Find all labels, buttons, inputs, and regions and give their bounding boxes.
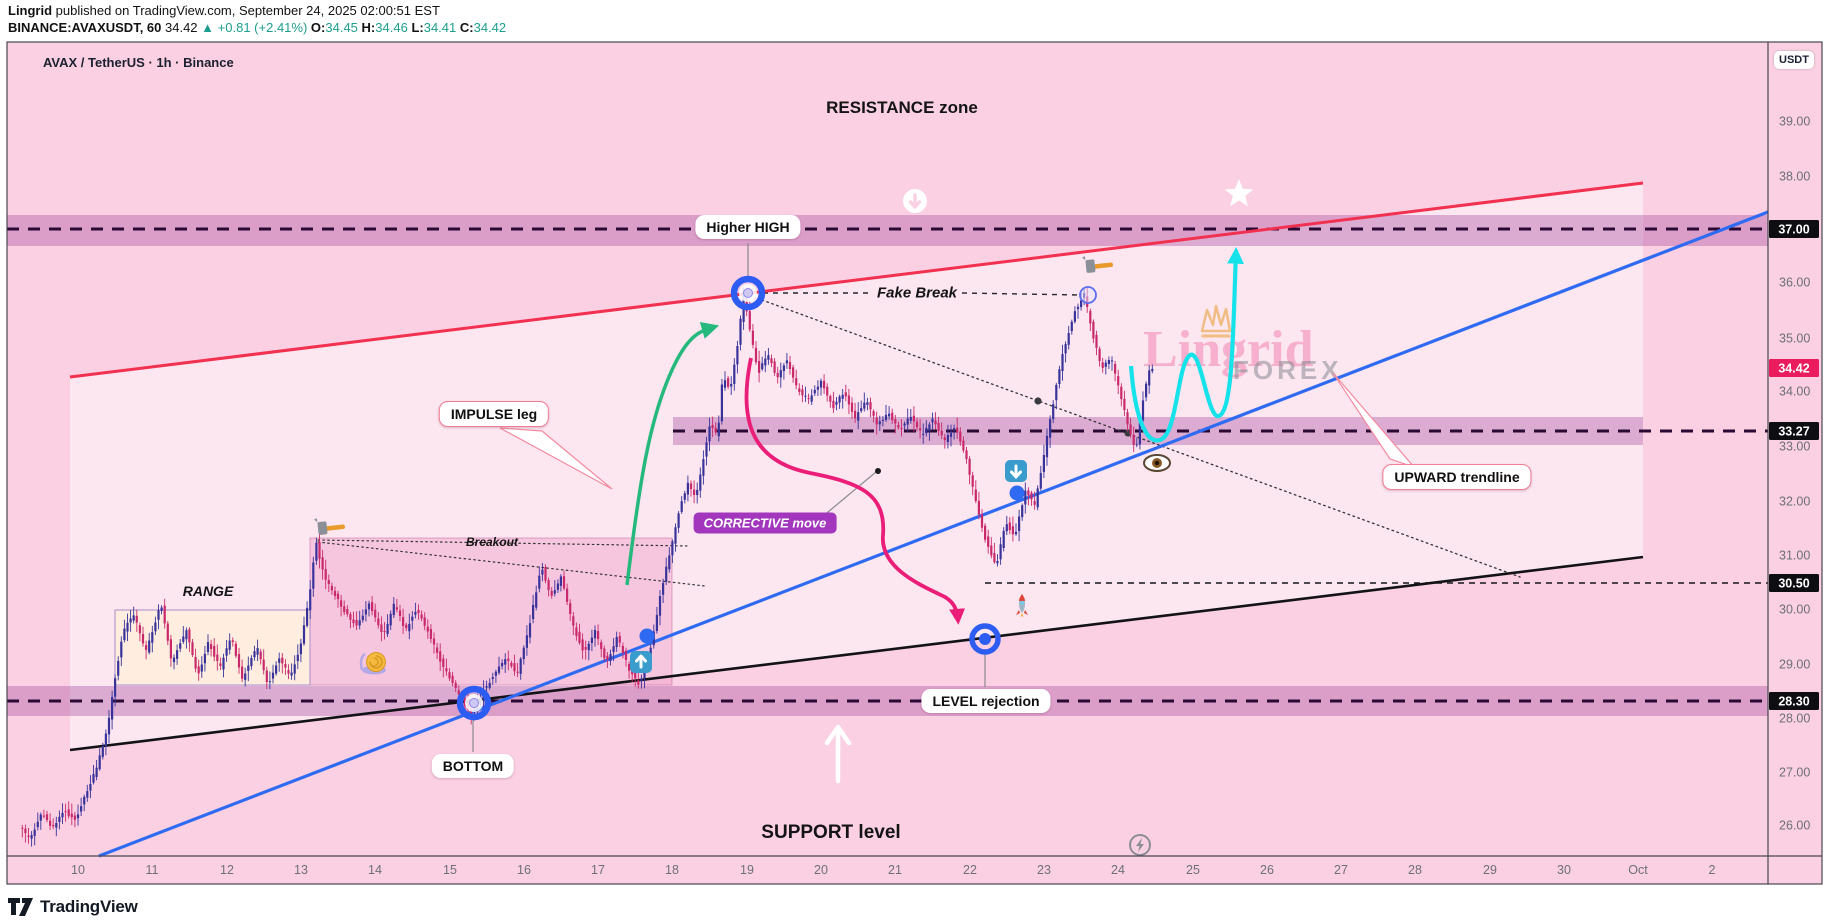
eye-icon — [1143, 454, 1171, 472]
zap-icon — [1129, 834, 1151, 856]
svg-text:36.00: 36.00 — [1779, 276, 1810, 290]
tradingview-logo-text: TradingView — [40, 897, 138, 916]
high-value: 34.46 — [375, 20, 408, 35]
badge-up-icon — [630, 651, 652, 673]
svg-text:13: 13 — [294, 863, 308, 877]
corrective-move-label: CORRECTIVE move — [693, 512, 837, 534]
symbol-status-line: BINANCE:AVAXUSDT, 60 34.42 ▲ +0.81 (+2.4… — [8, 20, 506, 35]
star-icon — [1224, 179, 1254, 207]
higher-high-label: Higher HIGH — [695, 215, 801, 239]
impulse-leg-label: IMPULSE leg — [438, 401, 550, 427]
svg-text:16: 16 — [517, 863, 531, 877]
svg-text:35.00: 35.00 — [1779, 332, 1810, 346]
time-scale[interactable] — [7, 856, 1768, 884]
open-label: O: — [310, 20, 326, 35]
up-arrow-icon: ▲ — [201, 20, 215, 35]
resistance-zone-text: RESISTANCE zone — [826, 98, 978, 117]
svg-text:12: 12 — [220, 863, 234, 877]
svg-text:30: 30 — [1557, 863, 1571, 877]
currency-toggle-chip[interactable]: USDT — [1774, 51, 1814, 69]
range-text: RANGE — [182, 583, 234, 599]
svg-text:28: 28 — [1408, 863, 1422, 877]
svg-text:10: 10 — [71, 863, 85, 877]
hammer-icon — [314, 518, 345, 535]
svg-text:34.00: 34.00 — [1779, 385, 1810, 399]
svg-text:18: 18 — [665, 863, 679, 877]
svg-text:28.30: 28.30 — [1778, 695, 1809, 709]
tradingview-logo[interactable]: TradingView — [8, 897, 138, 917]
byline-text: published on TradingView.com, September … — [52, 3, 440, 18]
svg-text:14: 14 — [368, 863, 382, 877]
author-name: Lingrid — [8, 3, 53, 18]
svg-text:Oct: Oct — [1628, 863, 1648, 877]
low-value: 34.41 — [423, 20, 457, 35]
svg-text:32.00: 32.00 — [1779, 495, 1810, 509]
svg-text:29: 29 — [1483, 863, 1497, 877]
svg-text:38.00: 38.00 — [1779, 170, 1810, 184]
svg-text:30.00: 30.00 — [1779, 603, 1810, 617]
badge-down-icon — [1005, 460, 1027, 482]
high-label: H: — [361, 20, 376, 35]
svg-text:39.00: 39.00 — [1779, 115, 1810, 129]
snail-icon — [359, 652, 386, 675]
svg-text:27: 27 — [1334, 863, 1348, 877]
svg-text:21: 21 — [888, 863, 902, 877]
chart-legend-title: AVAX / TetherUS · 1h · Binance — [43, 55, 234, 70]
svg-text:30.50: 30.50 — [1778, 577, 1809, 591]
svg-text:34.42: 34.42 — [1778, 362, 1809, 376]
svg-text:15: 15 — [443, 863, 457, 877]
rocket-icon — [1016, 594, 1028, 617]
svg-text:33.27: 33.27 — [1778, 425, 1809, 439]
svg-text:24: 24 — [1111, 863, 1125, 877]
svg-text:17: 17 — [591, 863, 605, 877]
price-change: +0.81 (+2.41%) — [217, 20, 308, 35]
bottom-label: BOTTOM — [431, 754, 515, 778]
level-rejection-label: LEVEL rejection — [921, 689, 1051, 713]
svg-text:23: 23 — [1037, 863, 1051, 877]
svg-text:2: 2 — [1709, 863, 1716, 877]
svg-text:25: 25 — [1186, 863, 1200, 877]
symbol-name: BINANCE:AVAXUSDT, 60 — [8, 20, 162, 35]
upward-trendline-label: UPWARD trendline — [1382, 464, 1532, 490]
hammer-icon — [1082, 256, 1113, 273]
tradingview-logo-icon — [8, 898, 33, 916]
close-value: 34.42 — [473, 20, 507, 35]
svg-text:29.00: 29.00 — [1779, 658, 1810, 672]
svg-text:11: 11 — [146, 863, 159, 877]
open-value: 34.45 — [325, 20, 358, 35]
svg-text:33.00: 33.00 — [1779, 440, 1810, 454]
svg-text:FOREX: FOREX — [1233, 355, 1343, 385]
svg-text:31.00: 31.00 — [1779, 549, 1810, 563]
circle-down-icon — [903, 189, 927, 213]
byline: Lingrid published on TradingView.com, Se… — [8, 3, 440, 18]
svg-text:37.00: 37.00 — [1778, 223, 1809, 237]
svg-text:22: 22 — [963, 863, 977, 877]
close-label: C: — [459, 20, 474, 35]
svg-text:19: 19 — [740, 863, 754, 877]
last-price: 34.42 — [165, 20, 198, 35]
support-level-text: SUPPORT level — [761, 822, 901, 843]
svg-text:26: 26 — [1260, 863, 1274, 877]
breakout-text: Breakout — [465, 535, 519, 549]
svg-text:28.00: 28.00 — [1779, 712, 1810, 726]
svg-text:26.00: 26.00 — [1779, 819, 1810, 833]
fake-break-text: Fake Break — [876, 284, 958, 302]
price-scale[interactable] — [1768, 42, 1822, 856]
svg-text:27.00: 27.00 — [1779, 766, 1810, 780]
low-label: L: — [411, 20, 424, 35]
svg-text:20: 20 — [814, 863, 828, 877]
